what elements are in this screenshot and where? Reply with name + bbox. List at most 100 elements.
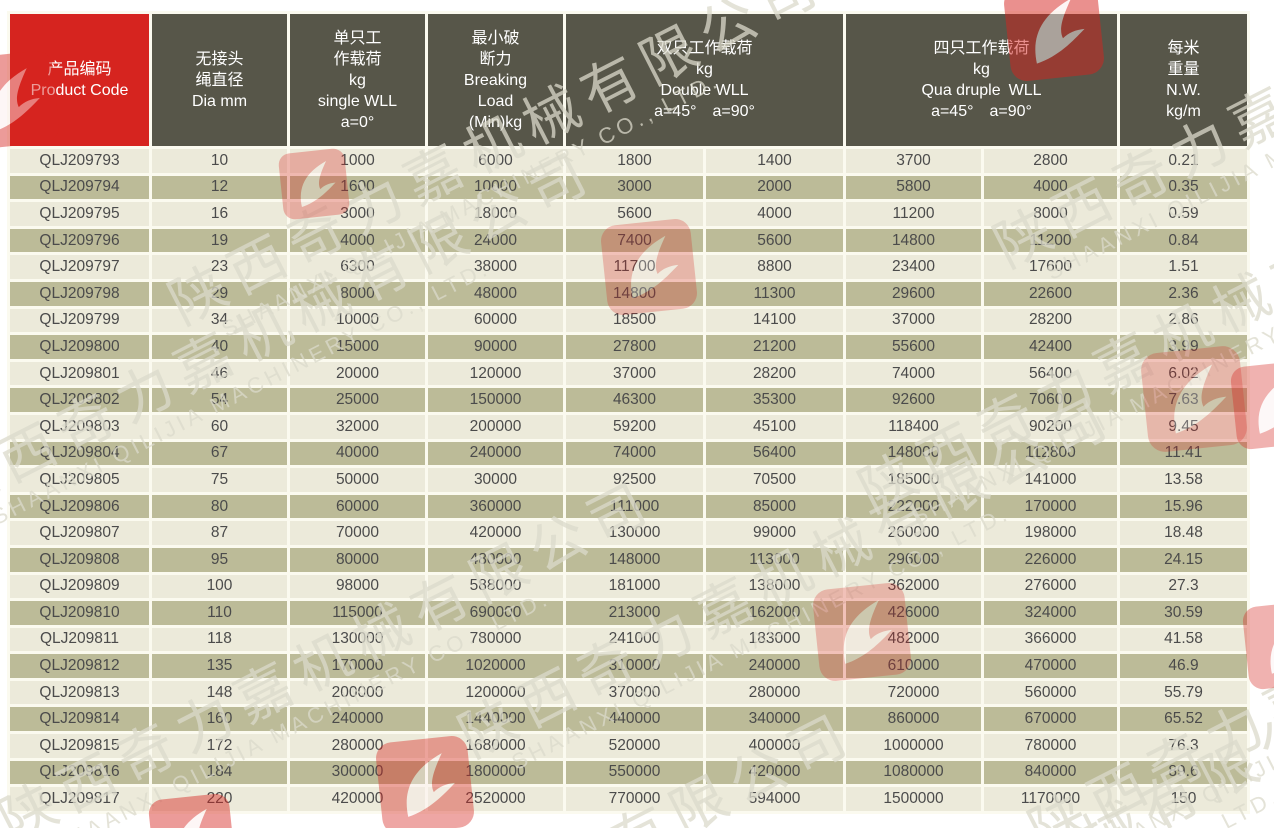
cell-double-wll-45: 74000 — [566, 441, 703, 466]
cell-double-wll-90: 240000 — [706, 654, 843, 678]
table-row: QLJ209801 46 20000 120000 37000 28200 74000 564… — [10, 361, 1247, 386]
cell-quad-wll-90: 670000 — [984, 707, 1117, 732]
cell-breaking-load: 10000 — [428, 175, 563, 200]
cell-double-wll-45: 181000 — [566, 574, 703, 599]
cell-dia: 46 — [152, 361, 287, 386]
cell-breaking-load: 1800000 — [428, 760, 563, 785]
cell-single-wll: 40000 — [290, 441, 425, 466]
cell-double-wll-45: 5600 — [566, 202, 703, 226]
cell-breaking-load: 1020000 — [428, 654, 563, 678]
cell-breaking-load: 60000 — [428, 308, 563, 333]
cell-breaking-load: 90000 — [428, 335, 563, 359]
table-row: QLJ209802 54 25000 150000 46300 35300 92600 706… — [10, 388, 1247, 412]
cell-double-wll-90: 8800 — [706, 255, 843, 279]
cell-quad-wll-90: 112800 — [984, 441, 1117, 466]
cell-double-wll-90: 99000 — [706, 521, 843, 545]
cell-quad-wll-45: 362000 — [846, 574, 981, 599]
cell-double-wll-45: 550000 — [566, 760, 703, 785]
cell-double-wll-45: 27800 — [566, 335, 703, 359]
cell-breaking-load: 150000 — [428, 388, 563, 412]
cell-nw: 30.59 — [1120, 601, 1247, 625]
cell-dia: 148 — [152, 680, 287, 705]
cell-nw: 13.58 — [1120, 468, 1247, 492]
table-row: QLJ209812 135 170000 1020000 310000 240000 610… — [10, 654, 1247, 678]
table-row: QLJ209798 29 8000 48000 14800 11300 29600 22600… — [10, 281, 1247, 306]
cell-breaking-load: 30000 — [428, 468, 563, 492]
cell-double-wll-90: 70500 — [706, 468, 843, 492]
table-row: QLJ209794 12 1600 10000 3000 2000 5800 4000 0.35 — [10, 175, 1247, 200]
cell-single-wll: 1600 — [290, 175, 425, 200]
table-row: QLJ209806 80 60000 360000 111000 85000 222000 1… — [10, 494, 1247, 519]
cell-product-code: QLJ209802 — [10, 388, 149, 412]
cell-quad-wll-90: 11200 — [984, 228, 1117, 253]
table-row: QLJ209797 23 6300 38000 11700 8800 23400 17600 1… — [10, 255, 1247, 279]
cell-quad-wll-45: 37000 — [846, 308, 981, 333]
cell-double-wll-90: 113000 — [706, 547, 843, 572]
cell-quad-wll-45: 148000 — [846, 441, 981, 466]
cell-breaking-load: 24000 — [428, 228, 563, 253]
cell-double-wll-45: 92500 — [566, 468, 703, 492]
cell-double-wll-90: 28200 — [706, 361, 843, 386]
table-row: QLJ209796 19 4000 24000 7400 5600 14800 11200 0.… — [10, 228, 1247, 253]
cell-dia: 172 — [152, 734, 287, 758]
cell-quad-wll-45: 118400 — [846, 414, 981, 439]
cell-quad-wll-90: 840000 — [984, 760, 1117, 785]
cell-product-code: QLJ209796 — [10, 228, 149, 253]
cell-quad-wll-90: 226000 — [984, 547, 1117, 572]
table-row: QLJ209813 148 200000 1200000 370000 280000 720… — [10, 680, 1247, 705]
cell-quad-wll-90: 28200 — [984, 308, 1117, 333]
cell-double-wll-45: 11700 — [566, 255, 703, 279]
cell-dia: 160 — [152, 707, 287, 732]
cell-single-wll: 25000 — [290, 388, 425, 412]
cell-nw: 89.6 — [1120, 760, 1247, 785]
cell-dia: 29 — [152, 281, 287, 306]
cell-nw: 65.52 — [1120, 707, 1247, 732]
cell-dia: 75 — [152, 468, 287, 492]
table-row: QLJ209811 118 130000 780000 241000 183000 4820… — [10, 627, 1247, 652]
cell-double-wll-45: 310000 — [566, 654, 703, 678]
cell-single-wll: 1000 — [290, 149, 425, 173]
cell-quad-wll-45: 185000 — [846, 468, 981, 492]
cell-double-wll-90: 35300 — [706, 388, 843, 412]
cell-dia: 16 — [152, 202, 287, 226]
cell-single-wll: 98000 — [290, 574, 425, 599]
cell-double-wll-90: 45100 — [706, 414, 843, 439]
cell-quad-wll-45: 11200 — [846, 202, 981, 226]
cell-nw: 27.3 — [1120, 574, 1247, 599]
cell-dia: 95 — [152, 547, 287, 572]
cell-product-code: QLJ209809 — [10, 574, 149, 599]
cell-breaking-load: 18000 — [428, 202, 563, 226]
table-header: 产品编码 Product Code 无接头 绳直径 Dia mm 单只工 作载荷… — [10, 14, 1247, 146]
cell-breaking-load: 2520000 — [428, 787, 563, 811]
cell-single-wll: 130000 — [290, 627, 425, 652]
cell-double-wll-90: 1400 — [706, 149, 843, 173]
cell-single-wll: 280000 — [290, 734, 425, 758]
header-dia: 无接头 绳直径 Dia mm — [152, 14, 287, 146]
cell-quad-wll-45: 610000 — [846, 654, 981, 678]
cell-dia: 110 — [152, 601, 287, 625]
cell-double-wll-45: 213000 — [566, 601, 703, 625]
cell-product-code: QLJ209808 — [10, 547, 149, 572]
cell-double-wll-45: 46300 — [566, 388, 703, 412]
cell-dia: 40 — [152, 335, 287, 359]
table-row: QLJ209807 87 70000 420000 130000 99000 260000 1… — [10, 521, 1247, 545]
cell-double-wll-90: 21200 — [706, 335, 843, 359]
cell-quad-wll-45: 92600 — [846, 388, 981, 412]
cell-nw: 1.51 — [1120, 255, 1247, 279]
cell-double-wll-90: 5600 — [706, 228, 843, 253]
cell-quad-wll-90: 17600 — [984, 255, 1117, 279]
cell-quad-wll-90: 8000 — [984, 202, 1117, 226]
cell-breaking-load: 480000 — [428, 547, 563, 572]
cell-product-code: QLJ209805 — [10, 468, 149, 492]
cell-breaking-load: 6000 — [428, 149, 563, 173]
table-row: QLJ209800 40 15000 90000 27800 21200 55600 4240… — [10, 335, 1247, 359]
cell-double-wll-90: 138000 — [706, 574, 843, 599]
cell-single-wll: 32000 — [290, 414, 425, 439]
cell-single-wll: 4000 — [290, 228, 425, 253]
cell-product-code: QLJ209815 — [10, 734, 149, 758]
table-row: QLJ209810 110 115000 690000 213000 162000 4260… — [10, 601, 1247, 625]
table-row: QLJ209803 60 32000 200000 59200 45100 118400 90… — [10, 414, 1247, 439]
cell-double-wll-90: 183000 — [706, 627, 843, 652]
cell-nw: 0.84 — [1120, 228, 1247, 253]
cell-product-code: QLJ209800 — [10, 335, 149, 359]
